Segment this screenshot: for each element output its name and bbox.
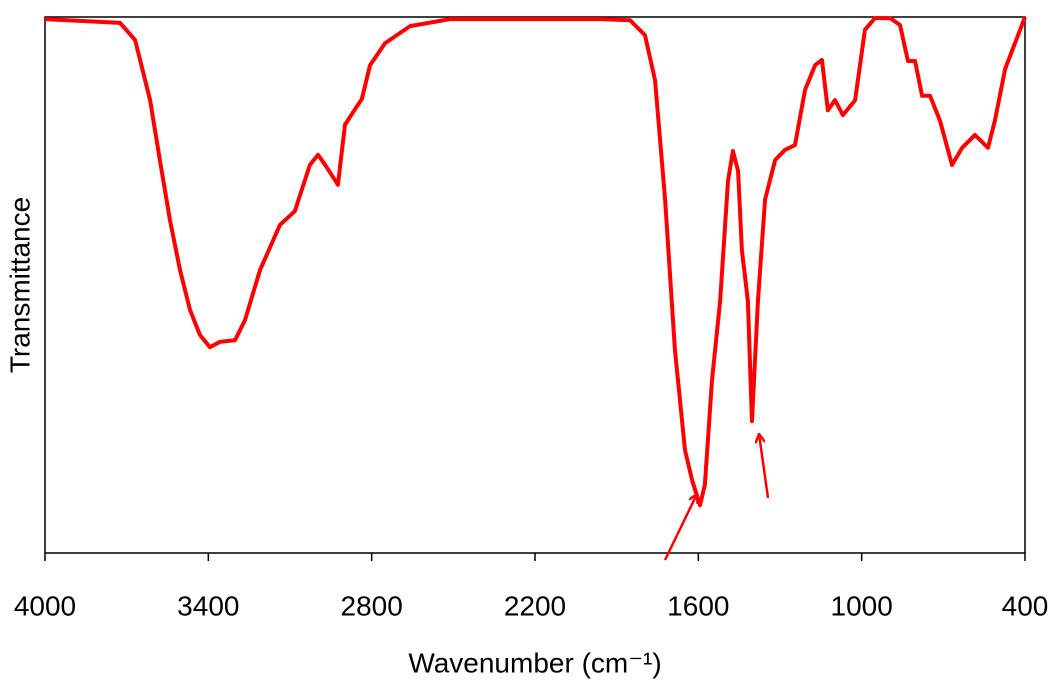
annotation-arrow: [663, 494, 697, 561]
spectrum-line: [44, 16, 1027, 508]
annotation-arrow: [759, 434, 770, 499]
x-tick-label: 1600: [667, 590, 729, 621]
plot-frame: [44, 16, 1026, 554]
x-tick-label: 4000: [14, 590, 76, 621]
x-tick-label: 3400: [177, 590, 239, 621]
x-tick-label: 2200: [504, 590, 566, 621]
x-axis-label: Wavenumber (cm⁻¹): [408, 647, 661, 678]
x-tick-label: 2800: [341, 590, 403, 621]
x-tick-label: 400: [1002, 590, 1049, 621]
y-axis-label: Transmittance: [4, 197, 35, 373]
x-tick-label: 1000: [831, 590, 893, 621]
